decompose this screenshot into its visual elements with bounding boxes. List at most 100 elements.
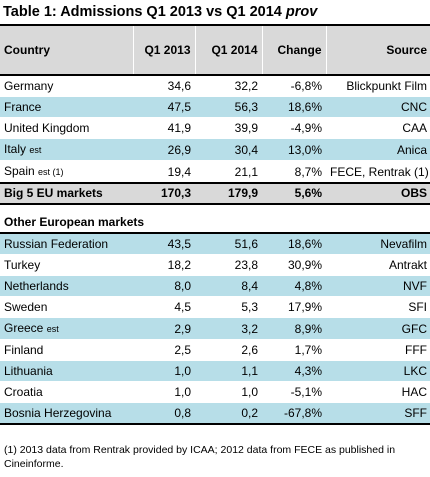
table-row: Germany 34,6 32,2 -6,8% Blickpunkt Film (0, 75, 430, 97)
change-cell: 1,7% (262, 339, 326, 361)
q2014-cell: 56,3 (195, 96, 262, 118)
q2013-cell: 43,5 (133, 233, 195, 255)
country-cell: Turkey (0, 254, 133, 276)
table-row: Sweden 4,5 5,3 17,9% SFI (0, 296, 430, 318)
q2014-cell: 51,6 (195, 233, 262, 255)
source-cell: FFF (326, 339, 430, 361)
total-row: Big 5 EU markets 170,3 179,9 5,6% OBS (0, 182, 430, 205)
q2014-cell: 8,4 (195, 275, 262, 297)
q2013-cell: 2,5 (133, 339, 195, 361)
q2013-cell: 26,9 (133, 138, 195, 161)
source-cell: GFC (326, 317, 430, 340)
country-name: Croatia (4, 385, 43, 399)
country-cell: United Kingdom (0, 117, 133, 139)
estimate-note: est (1) (38, 167, 64, 177)
country-cell: Sweden (0, 296, 133, 318)
q2013-cell: 4,5 (133, 296, 195, 318)
table-row: Netherlands 8,0 8,4 4,8% NVF (0, 275, 430, 297)
total-label: Big 5 EU markets (0, 182, 133, 205)
source-cell: Nevafilm (326, 233, 430, 255)
change-cell: 8,7% (262, 160, 326, 184)
country-name: Lithuania (4, 364, 53, 378)
q2013-cell: 0,8 (133, 402, 195, 425)
table-row: Turkey 18,2 23,8 30,9% Antrakt (0, 254, 430, 276)
header-q2014: Q1 2014 (194, 24, 262, 76)
country-name: Finland (4, 343, 44, 357)
country-cell: Finland (0, 339, 133, 361)
q2013-cell: 41,9 (133, 117, 195, 139)
title-main: Table 1: Admissions Q1 2013 vs Q1 2014 (3, 4, 286, 20)
source-cell: CNC (326, 96, 430, 118)
country-name: France (4, 100, 42, 114)
total-source: OBS (326, 182, 430, 205)
table-title: Table 1: Admissions Q1 2013 vs Q1 2014 p… (3, 1, 317, 23)
q2013-cell: 1,0 (133, 360, 195, 382)
source-cell: Antrakt (326, 254, 430, 276)
q2014-cell: 5,3 (195, 296, 262, 318)
change-cell: 8,9% (262, 317, 326, 340)
header-row: Country Q1 2013 Q1 2014 Change Source (0, 24, 430, 76)
header-q2013: Q1 2013 (132, 24, 195, 76)
q2014-cell: 3,2 (195, 317, 262, 340)
country-cell: Russian Federation (0, 233, 133, 255)
country-name: Turkey (4, 258, 41, 272)
source-cell: FECE, Rentrak (1) (326, 160, 430, 184)
country-name: Spain (4, 164, 35, 178)
estimate-note: est (46, 324, 59, 334)
country-name: United Kingdom (4, 121, 90, 135)
table-row: Croatia 1,0 1,0 -5,1% HAC (0, 381, 430, 403)
title-suffix: prov (285, 4, 318, 20)
q2014-cell: 23,8 (195, 254, 262, 276)
change-cell: 13,0% (262, 138, 326, 161)
admissions-table: Country Q1 2013 Q1 2014 Change Source Ge… (0, 24, 430, 425)
change-cell: -4,9% (262, 117, 326, 139)
change-cell: 4,8% (262, 275, 326, 297)
q2013-cell: 8,0 (133, 275, 195, 297)
total-q2013: 170,3 (133, 182, 195, 205)
q2013-cell: 47,5 (133, 96, 195, 118)
change-cell: -5,1% (262, 381, 326, 403)
table-row: Greece est 2,9 3,2 8,9% GFC (0, 317, 430, 340)
table-row: Russian Federation 43,5 51,6 18,6% Nevafilm (0, 233, 430, 255)
country-cell: Lithuania (0, 360, 133, 382)
change-cell: 18,6% (262, 233, 326, 255)
q2014-cell: 1,1 (195, 360, 262, 382)
country-name: Russian Federation (4, 237, 109, 251)
header-source: Source (325, 24, 430, 76)
section-label: Other European markets (0, 204, 430, 234)
country-name: Netherlands (4, 279, 69, 293)
country-cell: Spain est (1) (0, 160, 133, 184)
q2013-cell: 2,9 (133, 317, 195, 340)
total-change: 5,6% (262, 182, 326, 205)
table-row: Spain est (1) 19,4 21,1 8,7% FECE, Rentrak (… (0, 160, 430, 184)
q2014-cell: 39,9 (195, 117, 262, 139)
q2014-cell: 0,2 (195, 402, 262, 425)
country-cell: Netherlands (0, 275, 133, 297)
country-name: Bosnia Herzegovina (4, 406, 112, 420)
source-cell: CAA (326, 117, 430, 139)
q2014-cell: 2,6 (195, 339, 262, 361)
footnote: (1) 2013 data from Rentrak provided by I… (4, 444, 396, 470)
source-cell: SFF (326, 402, 430, 425)
table-row: Italy est 26,9 30,4 13,0% Anica (0, 138, 430, 161)
total-q2014: 179,9 (195, 182, 262, 205)
table-row: Finland 2,5 2,6 1,7% FFF (0, 339, 430, 361)
source-cell: SFI (326, 296, 430, 318)
estimate-note: est (29, 145, 42, 155)
source-cell: LKC (326, 360, 430, 382)
change-cell: -6,8% (262, 75, 326, 97)
table-row: France 47,5 56,3 18,6% CNC (0, 96, 430, 118)
table-row: United Kingdom 41,9 39,9 -4,9% CAA (0, 117, 430, 139)
q2014-cell: 30,4 (195, 138, 262, 161)
source-cell: Anica (326, 138, 430, 161)
source-cell: Blickpunkt Film (326, 75, 430, 97)
change-cell: 17,9% (262, 296, 326, 318)
q2014-cell: 1,0 (195, 381, 262, 403)
q2013-cell: 1,0 (133, 381, 195, 403)
header-country: Country (0, 24, 133, 76)
country-cell: Germany (0, 75, 133, 97)
source-cell: HAC (326, 381, 430, 403)
change-cell: 18,6% (262, 96, 326, 118)
change-cell: -67,8% (262, 402, 326, 425)
